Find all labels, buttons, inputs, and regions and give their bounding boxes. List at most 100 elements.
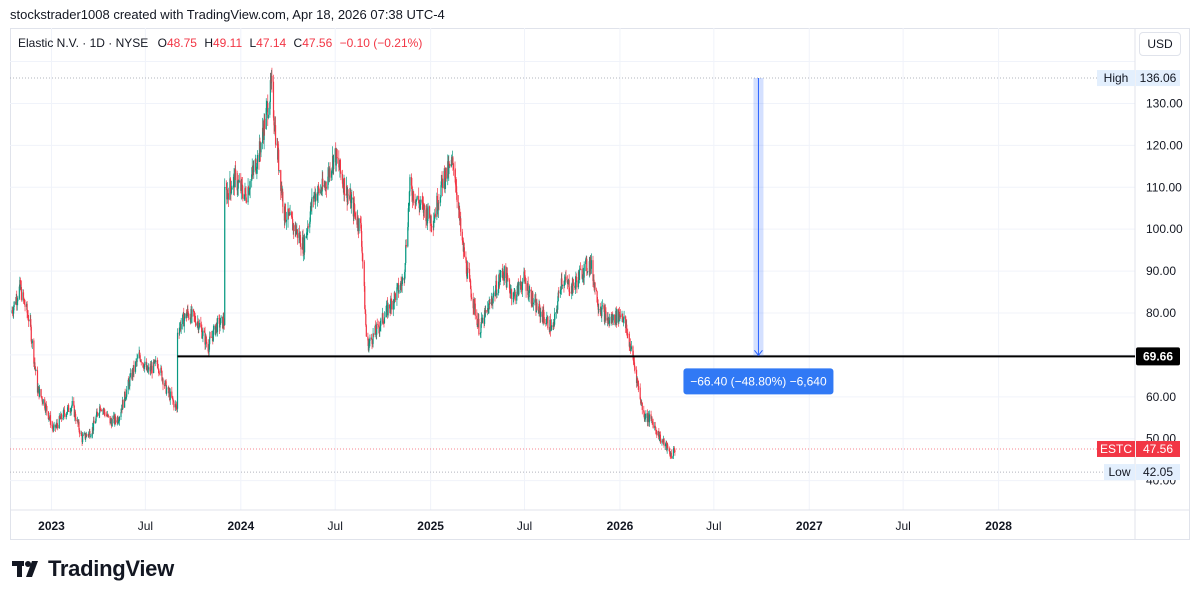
candle-body — [161, 371, 163, 381]
candle-body — [394, 292, 396, 294]
candle-body — [240, 180, 242, 191]
candle-body — [155, 360, 157, 362]
candle-body — [673, 448, 676, 451]
candle-body — [68, 405, 70, 412]
candle-body — [280, 170, 282, 191]
candle-body — [628, 333, 630, 347]
candle-body — [281, 185, 283, 196]
candle-body — [489, 302, 491, 304]
candle-body — [582, 277, 584, 279]
change-value: −0.10 (−0.21%) — [339, 36, 423, 50]
x-tick-label: 2027 — [796, 519, 823, 533]
candle-body — [559, 290, 561, 294]
candle-body — [184, 313, 186, 319]
candle-body — [261, 127, 264, 143]
candle-body — [227, 190, 229, 194]
last-price-label-name-bg — [1097, 440, 1135, 457]
candle-body — [99, 406, 101, 414]
candle-body — [376, 324, 378, 335]
candle-body — [499, 277, 501, 282]
candle-body — [634, 367, 636, 370]
candle-body — [343, 177, 346, 195]
candle-body — [516, 285, 518, 295]
candle-body — [458, 201, 460, 210]
candle-body — [360, 222, 362, 232]
candle-body — [212, 329, 214, 341]
candle-body — [259, 141, 261, 149]
candle-body — [127, 379, 129, 390]
candle-body — [157, 364, 159, 369]
candle-body — [336, 149, 338, 158]
candle-body — [545, 323, 547, 324]
candle-body — [330, 171, 333, 178]
candle-body — [632, 355, 635, 362]
candle-body — [63, 410, 66, 414]
candle-body — [612, 314, 614, 321]
candle-body — [380, 318, 382, 326]
candle-body — [226, 190, 228, 200]
candle-body — [530, 289, 532, 304]
x-tick-label: 2023 — [38, 519, 65, 533]
chart-frame[interactable] — [10, 28, 1190, 540]
candle-body — [180, 324, 182, 330]
high-value: 49.11 — [213, 36, 243, 50]
candle-body — [423, 204, 426, 210]
candle-body — [329, 168, 331, 178]
candle-body — [237, 188, 239, 191]
candle-body — [452, 163, 455, 170]
candle-body — [472, 299, 474, 309]
candle-body — [272, 81, 275, 118]
candle-body — [605, 311, 607, 321]
candle-body — [122, 400, 124, 408]
candle-body — [599, 308, 601, 313]
candle-body — [20, 287, 23, 300]
candle-body — [65, 413, 68, 417]
candle-body — [514, 291, 516, 301]
candle-body — [408, 205, 410, 209]
candle-body — [405, 244, 407, 264]
candle-body — [245, 200, 248, 203]
candle-body — [661, 440, 663, 443]
x-tick-label: Jul — [138, 519, 153, 533]
high-label-name-bg — [1097, 70, 1135, 87]
candle-body — [197, 321, 199, 330]
candle-body — [200, 322, 202, 327]
y-tick-label: 100.00 — [1146, 222, 1183, 236]
symbol-name: Elastic N.V. · 1D · NYSE — [18, 36, 149, 50]
candle-body — [198, 322, 200, 328]
candle-body — [325, 183, 327, 187]
candle-body — [73, 400, 75, 406]
candle-body — [367, 336, 369, 341]
candle-body — [456, 194, 458, 202]
open-value: 48.75 — [166, 36, 197, 50]
low-label-value-bg — [1136, 464, 1180, 481]
candle-body — [13, 301, 15, 307]
last-price-label-value: 47.56 — [1143, 442, 1173, 456]
high-label: H — [204, 36, 213, 50]
candle-body — [492, 292, 495, 298]
candle-body — [178, 332, 180, 334]
candle-body — [339, 159, 341, 172]
candle-body — [248, 190, 250, 195]
candle-body — [17, 298, 19, 302]
candle-body — [481, 317, 484, 323]
candle-body — [557, 301, 559, 310]
candle-body — [318, 188, 320, 193]
candle-body — [291, 217, 293, 220]
candle-body — [89, 431, 91, 437]
tradingview-logo[interactable]: TradingView — [12, 556, 174, 582]
candle-body — [205, 342, 208, 344]
low-value: 47.14 — [256, 36, 287, 50]
candle-body — [249, 180, 251, 190]
candle-body — [73, 405, 75, 417]
currency-button[interactable]: USD — [1139, 32, 1181, 56]
candle-body — [583, 264, 585, 278]
candle-body — [372, 333, 374, 344]
candle-body — [400, 282, 402, 285]
candle-body — [445, 167, 447, 179]
candle-body — [538, 303, 540, 314]
candle-body — [124, 391, 126, 399]
candle-body — [431, 226, 433, 227]
candle-body — [99, 406, 101, 410]
